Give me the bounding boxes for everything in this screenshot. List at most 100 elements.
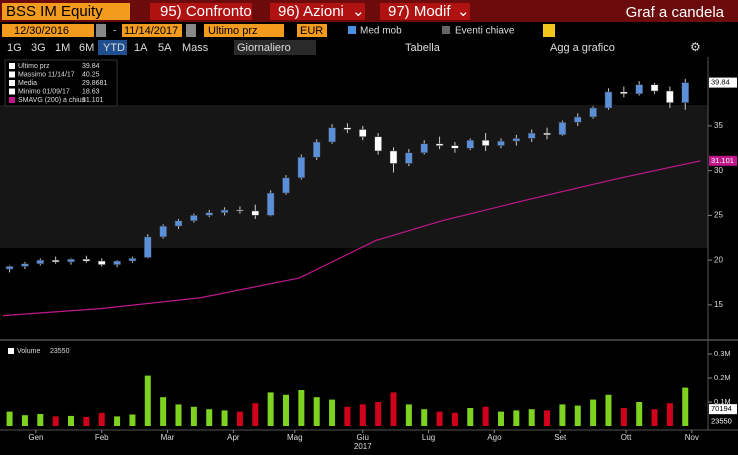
candle-body: [558, 122, 567, 136]
volume-bar: [52, 416, 59, 426]
period-button[interactable]: 1M: [55, 42, 70, 54]
period-button[interactable]: YTD: [103, 42, 125, 54]
y-tick-label: 20: [714, 255, 723, 264]
dash: -: [113, 26, 116, 37]
volume-bar: [467, 408, 474, 426]
legend-swatch: [9, 80, 15, 86]
volume-bar: [298, 390, 305, 426]
volume-bar: [206, 409, 213, 426]
settings-icon[interactable]: ⚙: [690, 40, 701, 54]
compare-button[interactable]: [150, 3, 252, 20]
calendar-icon[interactable]: [186, 24, 196, 37]
candle-body: [36, 259, 45, 264]
legend-label: Ultimo prz: [18, 63, 50, 70]
period-button[interactable]: Mass: [182, 42, 209, 54]
candle-body: [128, 258, 137, 262]
legend-value: 39.84: [82, 63, 100, 70]
candle-body: [389, 150, 398, 164]
field-select[interactable]: [204, 24, 284, 37]
legend-label: Minimo 01/09/17: [18, 88, 70, 95]
band: [0, 105, 708, 248]
volume-bar: [436, 411, 443, 426]
period-button[interactable]: 1A: [134, 42, 148, 54]
candle-body: [312, 141, 321, 158]
candle-body: [420, 143, 428, 154]
volume-legend: Volume: [17, 348, 40, 355]
frequency-select[interactable]: [234, 40, 316, 55]
currency-select[interactable]: [297, 24, 327, 37]
legend-swatch: [9, 97, 15, 103]
candle-body: [435, 143, 444, 146]
x-tick-label: Mar: [161, 433, 175, 442]
candle-body: [205, 212, 213, 216]
period-active: [98, 40, 127, 55]
candle-body: [190, 215, 198, 222]
candle-body: [113, 260, 121, 265]
info-icon[interactable]: [543, 24, 555, 37]
x-tick-label: Set: [554, 433, 567, 442]
candle-body: [343, 127, 352, 130]
volume-bar: [666, 403, 673, 426]
actions-button[interactable]: [270, 3, 365, 20]
security: BSS IM Equity: [6, 3, 103, 20]
currency: EUR: [300, 25, 323, 37]
volume-bar: [37, 414, 44, 426]
volume-bar: [497, 411, 504, 426]
volume-bar: [129, 414, 136, 426]
start-date-field[interactable]: [2, 24, 94, 37]
volume-bar: [544, 410, 551, 426]
volume-bar: [98, 412, 105, 426]
x-tick-label: Gen: [28, 433, 43, 442]
volume-last-box: [709, 416, 737, 427]
candle-body: [374, 136, 382, 152]
volume-bar: [114, 416, 121, 426]
end-date-field[interactable]: [122, 24, 182, 37]
volume-bar: [144, 375, 151, 426]
period-button[interactable]: 1G: [7, 42, 22, 54]
volume-bar: [160, 397, 167, 426]
checkbox[interactable]: [348, 26, 356, 34]
volume-bar: [175, 404, 182, 426]
candle-body: [497, 140, 505, 146]
candle-body: [297, 156, 306, 179]
x-tick-label: Mag: [287, 433, 303, 442]
candle-body: [220, 209, 229, 213]
volume-bar: [390, 392, 397, 426]
volume-bar: [421, 409, 428, 426]
calendar-icon[interactable]: [96, 24, 106, 37]
volume-bar: [83, 416, 90, 426]
candle-body: [405, 152, 413, 164]
x-tick-label: Giu: [357, 433, 369, 442]
candle-body: [451, 145, 459, 149]
x-tick-label: Lug: [422, 433, 435, 442]
candle-body: [21, 263, 29, 267]
candle-body: [97, 260, 106, 265]
volume-tick-label: 0.1M: [714, 397, 731, 406]
frequency: Giornaliero: [237, 42, 291, 54]
checkbox[interactable]: [442, 26, 450, 34]
period-button[interactable]: 6M: [79, 42, 94, 54]
add-to-chart[interactable]: Agg a grafico: [550, 42, 615, 54]
candle-body: [512, 138, 521, 142]
period-button[interactable]: 3G: [31, 42, 46, 54]
volume-bar: [559, 404, 566, 426]
candle-body: [650, 84, 659, 92]
volume-bar: [359, 404, 366, 426]
start-date: 12/30/2016: [14, 25, 69, 37]
table-button[interactable]: Tabella: [405, 42, 441, 54]
sma-value: 31.101: [711, 156, 734, 165]
legend-box: [4, 59, 118, 107]
y-tick-label: 15: [714, 300, 723, 309]
volume-bar: [21, 415, 28, 426]
sma-line: [2, 160, 701, 317]
key-events: Eventi chiave: [455, 26, 515, 37]
security-field[interactable]: [2, 3, 130, 20]
period-button[interactable]: 5A: [158, 42, 172, 54]
candle-body: [359, 129, 367, 137]
candle-body: [236, 209, 244, 212]
candle-body: [67, 258, 75, 263]
last-price: 39.84: [711, 78, 730, 87]
modify-button[interactable]: [380, 3, 470, 20]
y-tick-label: 35: [714, 121, 723, 130]
